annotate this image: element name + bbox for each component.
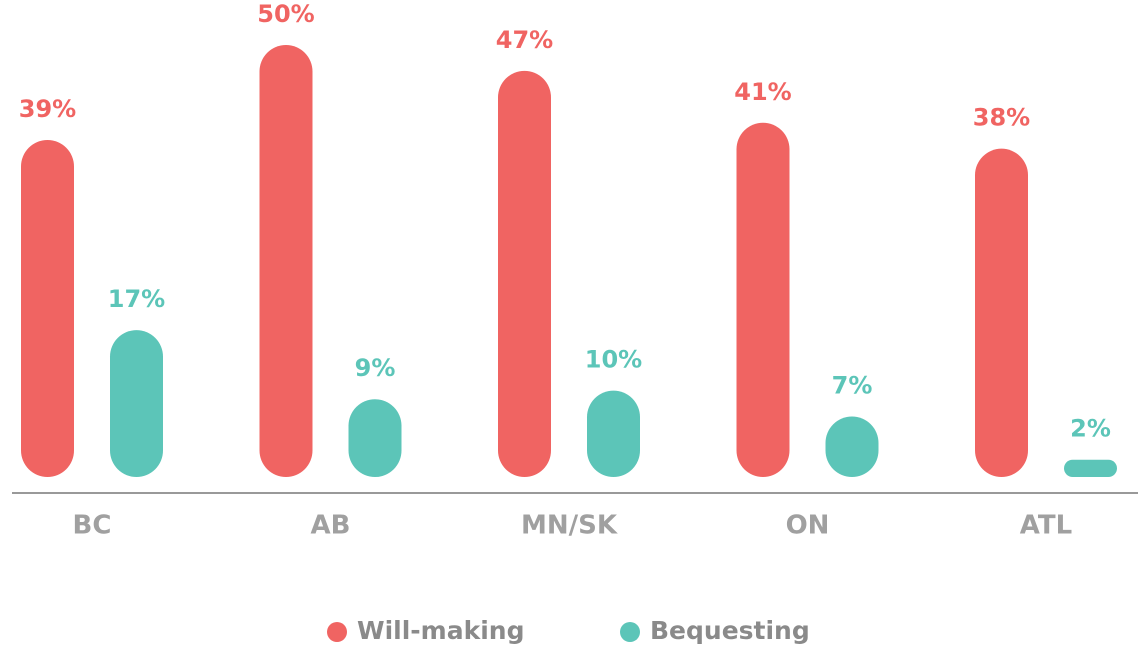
bar bbox=[348, 399, 402, 477]
legend-swatch bbox=[327, 622, 347, 642]
bar bbox=[975, 148, 1028, 477]
x-tick-label: BC bbox=[73, 511, 112, 541]
data-label: 50% bbox=[257, 0, 314, 28]
bar bbox=[259, 45, 313, 477]
x-tick-label: MN/SK bbox=[521, 511, 618, 541]
bar bbox=[825, 416, 879, 477]
bar bbox=[110, 330, 163, 477]
x-tick-label: AB bbox=[311, 511, 351, 541]
data-label: 39% bbox=[19, 95, 76, 123]
legend-label: Bequesting bbox=[650, 616, 810, 645]
legend-swatch bbox=[620, 622, 640, 642]
data-label: 38% bbox=[973, 104, 1030, 132]
data-label: 10% bbox=[585, 346, 642, 374]
x-tick-label: ATL bbox=[1020, 511, 1072, 541]
data-label: 9% bbox=[355, 354, 396, 382]
data-label: 7% bbox=[832, 372, 873, 400]
data-label: 17% bbox=[108, 285, 165, 313]
data-label: 47% bbox=[496, 26, 553, 54]
data-label: 41% bbox=[734, 78, 791, 106]
x-tick-label: ON bbox=[786, 511, 830, 541]
bar bbox=[498, 70, 551, 478]
bar bbox=[1064, 459, 1117, 477]
bar bbox=[736, 122, 790, 477]
bar bbox=[587, 390, 640, 477]
legend-label: Will-making bbox=[357, 616, 524, 645]
bar bbox=[21, 140, 74, 478]
data-label: 2% bbox=[1070, 415, 1111, 443]
